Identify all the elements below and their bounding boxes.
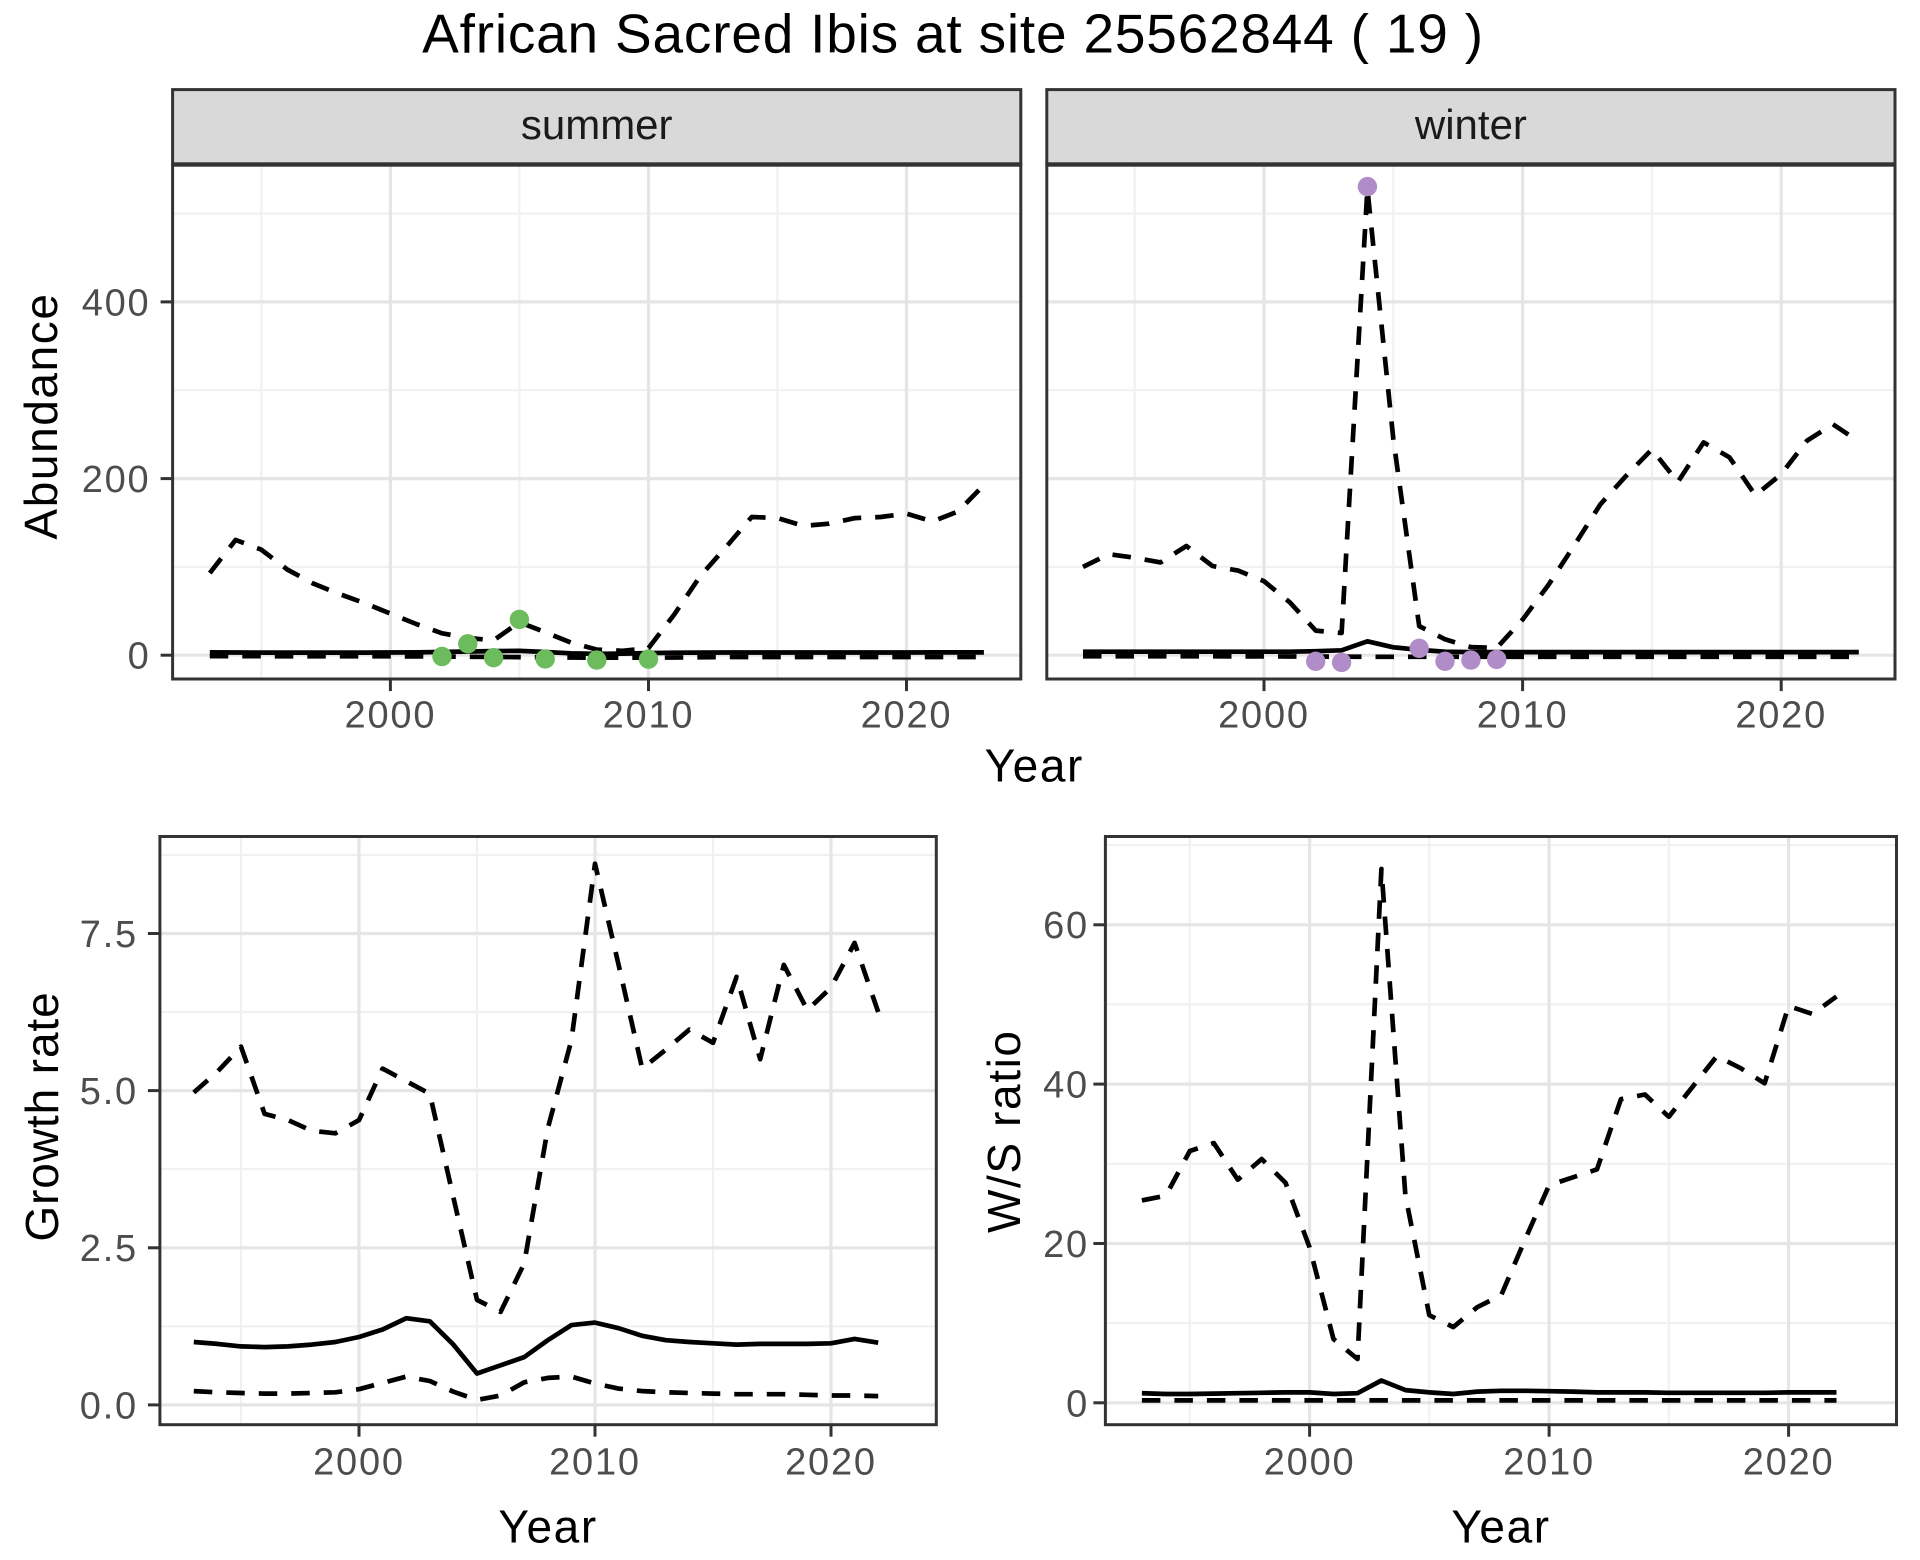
svg-text:40: 40 <box>1043 1065 1089 1107</box>
svg-text:7.5: 7.5 <box>80 914 138 956</box>
svg-text:Year: Year <box>985 740 1084 792</box>
svg-text:2.5: 2.5 <box>80 1228 138 1270</box>
svg-text:2000: 2000 <box>1264 1441 1356 1483</box>
svg-text:2010: 2010 <box>1477 694 1569 736</box>
svg-text:2020: 2020 <box>785 1441 877 1483</box>
svg-text:2020: 2020 <box>1735 694 1827 736</box>
svg-text:0: 0 <box>1066 1383 1089 1425</box>
svg-text:0: 0 <box>128 636 151 678</box>
svg-text:African Sacred Ibis at site 25: African Sacred Ibis at site 25562844 ( 1… <box>422 3 1484 65</box>
svg-text:200: 200 <box>82 459 151 501</box>
svg-text:summer: summer <box>521 101 673 148</box>
svg-text:Year: Year <box>1451 1501 1550 1553</box>
svg-text:2000: 2000 <box>345 694 437 736</box>
svg-text:winter: winter <box>1414 101 1527 148</box>
svg-text:Growth rate: Growth rate <box>16 991 68 1241</box>
svg-text:2020: 2020 <box>1743 1441 1835 1483</box>
svg-text:400: 400 <box>82 282 151 324</box>
svg-text:20: 20 <box>1043 1224 1089 1266</box>
svg-text:2000: 2000 <box>313 1441 405 1483</box>
svg-text:0.0: 0.0 <box>80 1385 138 1427</box>
svg-text:2020: 2020 <box>861 694 953 736</box>
svg-text:Abundance: Abundance <box>15 292 67 539</box>
svg-text:2010: 2010 <box>1503 1441 1595 1483</box>
svg-text:60: 60 <box>1043 905 1089 947</box>
svg-text:2010: 2010 <box>603 694 695 736</box>
svg-text:Year: Year <box>498 1501 597 1553</box>
svg-text:2000: 2000 <box>1218 694 1310 736</box>
svg-text:2010: 2010 <box>549 1441 641 1483</box>
svg-text:W/S ratio: W/S ratio <box>978 1029 1030 1233</box>
svg-text:5.0: 5.0 <box>80 1071 138 1113</box>
